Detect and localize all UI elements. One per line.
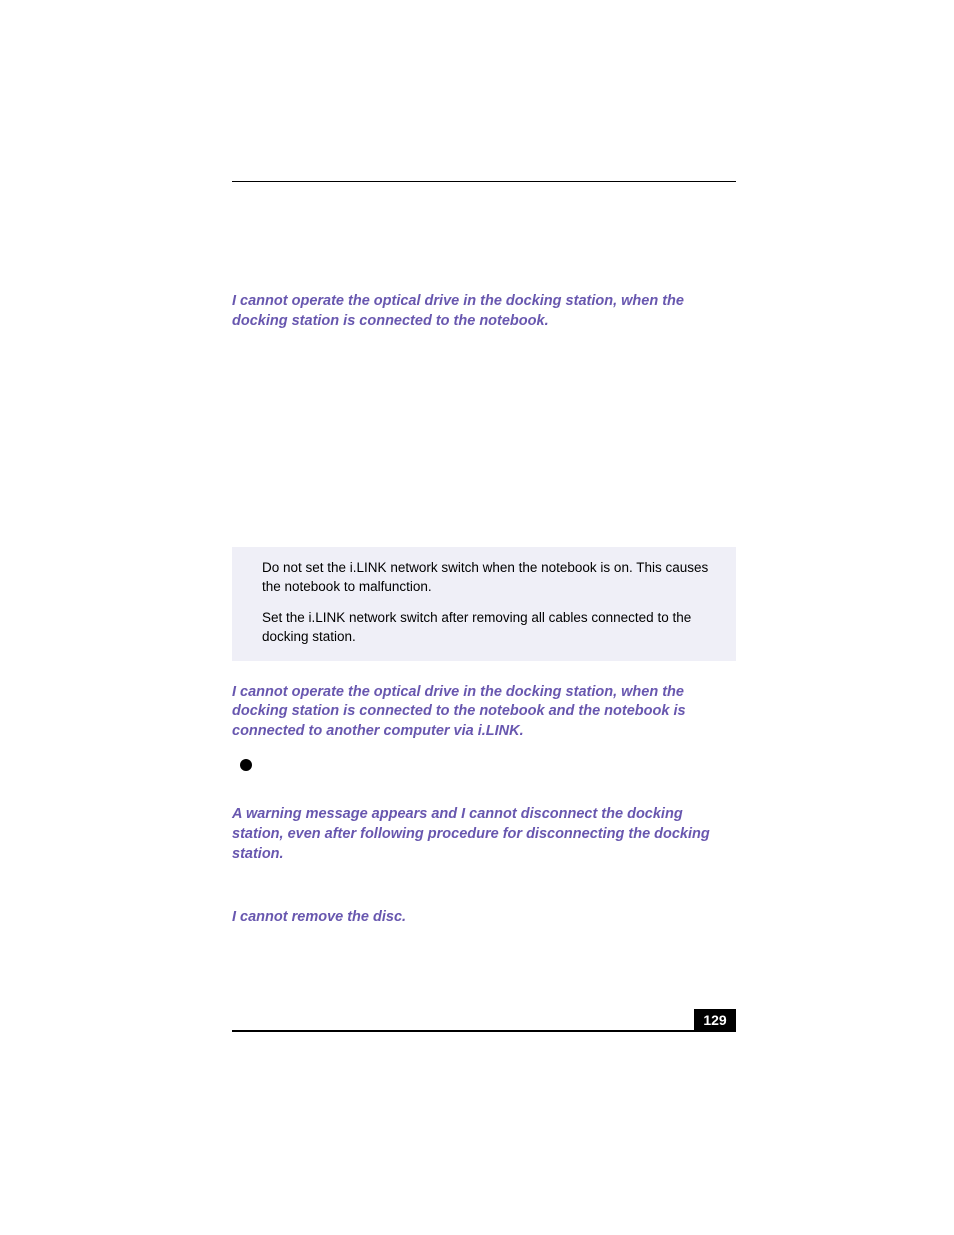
heading-optical-drive-docking: I cannot operate the optical drive in th…	[232, 292, 736, 331]
heading-cannot-remove-disc: I cannot remove the disc.	[232, 908, 736, 928]
note-paragraph-2: Set the i.LINK network switch after remo…	[262, 609, 714, 647]
document-page: I cannot operate the optical drive in th…	[0, 0, 954, 1235]
vertical-gap	[232, 880, 736, 908]
heading-warning-disconnect: A warning message appears and I cannot d…	[232, 805, 736, 864]
note-paragraph-1: Do not set the i.LINK network switch whe…	[262, 559, 714, 597]
heading-optical-drive-ilink: I cannot operate the optical drive in th…	[232, 683, 736, 742]
bullet-list-item	[232, 759, 736, 775]
bullet-icon	[240, 759, 252, 771]
top-horizontal-rule	[232, 181, 736, 182]
vertical-spacer	[232, 347, 736, 547]
bottom-horizontal-rule	[232, 1030, 736, 1032]
page-number-badge: 129	[694, 1009, 736, 1031]
note-box: Do not set the i.LINK network switch whe…	[232, 547, 736, 661]
page-content: I cannot operate the optical drive in th…	[232, 292, 736, 944]
